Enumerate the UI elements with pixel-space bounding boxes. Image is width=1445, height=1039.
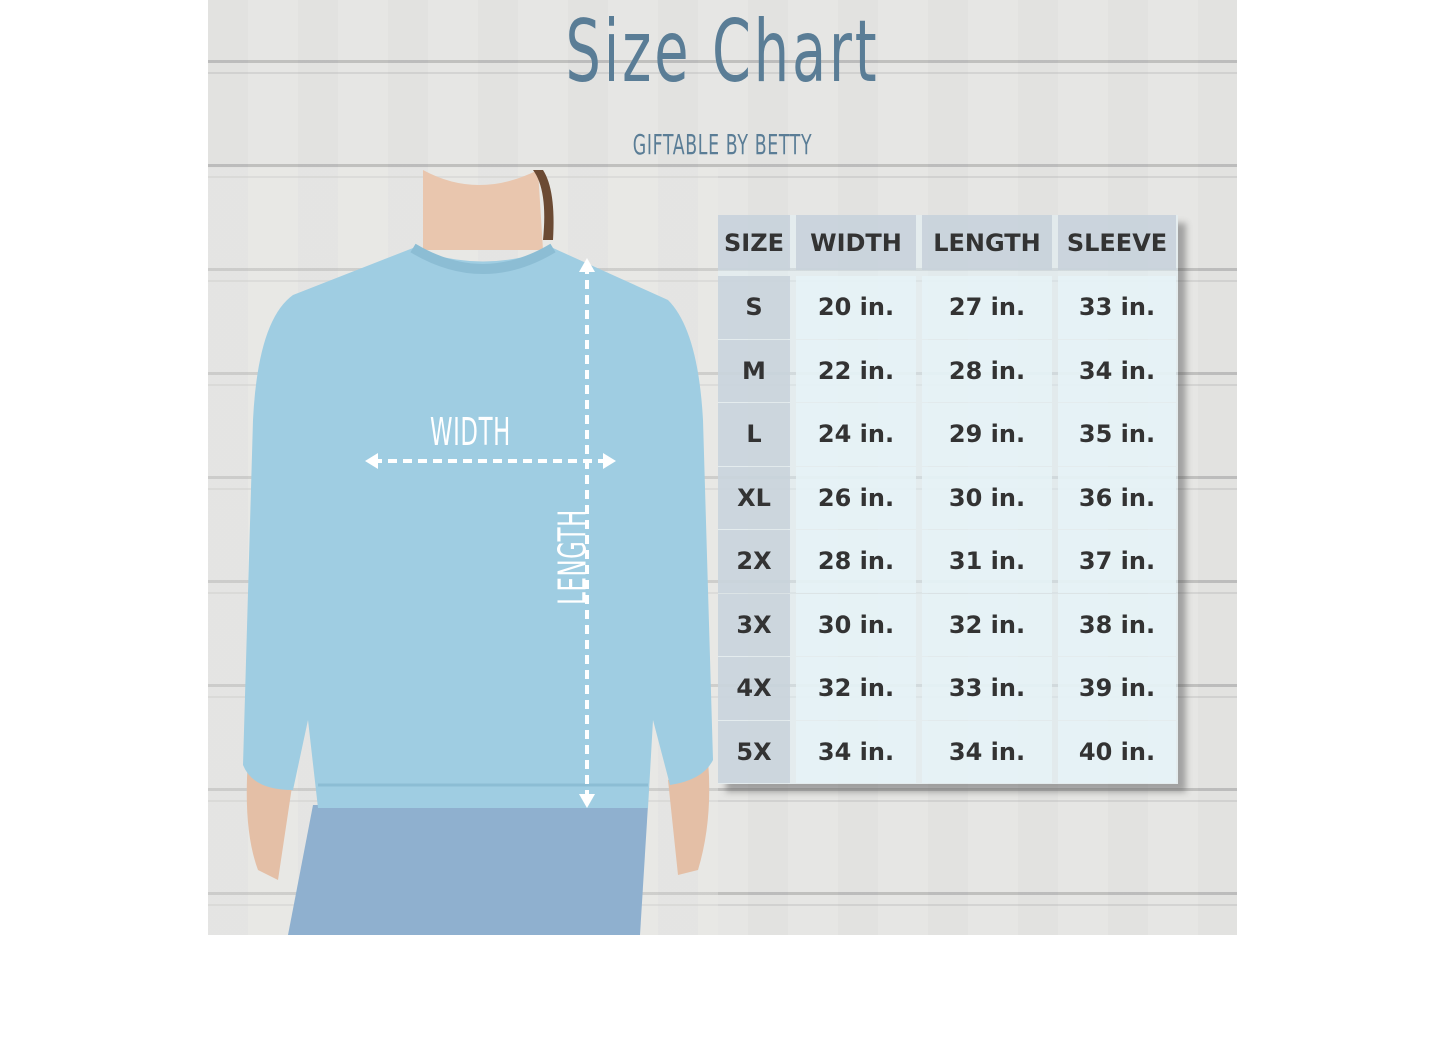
cell-size: 3X	[718, 593, 790, 656]
cell-size: L	[718, 403, 790, 466]
cell-size: M	[718, 339, 790, 402]
table-row: 4X 32 in. 33 in. 39 in.	[718, 657, 1178, 720]
table-row: 3X 30 in. 32 in. 38 in.	[718, 593, 1178, 656]
cell-length: 32 in.	[922, 593, 1052, 656]
cell-length: 30 in.	[922, 466, 1052, 529]
table-header: SIZE WIDTH LENGTH SLEEVE	[718, 215, 1178, 270]
header-width: WIDTH	[796, 215, 916, 270]
size-chart-image: Size Chart GIFTABLE BY BETTY WIDTH LENGT…	[208, 0, 1237, 935]
cell-sleeve: 37 in.	[1058, 530, 1176, 593]
cell-length: 33 in.	[922, 657, 1052, 720]
cell-size: S	[718, 276, 790, 339]
width-arrow	[373, 265, 608, 800]
table-row: 5X 34 in. 34 in. 40 in.	[718, 720, 1178, 783]
width-label: WIDTH	[429, 410, 511, 454]
table-row: 2X 28 in. 31 in. 37 in.	[718, 530, 1178, 593]
cell-size: 2X	[718, 530, 790, 593]
size-table: SIZE WIDTH LENGTH SLEEVE S 20 in. 27 in. 33…	[718, 215, 1178, 784]
page-title: Size Chart	[565, 2, 880, 102]
cell-width: 22 in.	[796, 339, 916, 402]
table-row: L 24 in. 29 in. 35 in.	[718, 403, 1178, 466]
cell-width: 20 in.	[796, 276, 916, 339]
cell-sleeve: 38 in.	[1058, 593, 1176, 656]
cell-width: 26 in.	[796, 466, 916, 529]
cell-length: 31 in.	[922, 530, 1052, 593]
cell-length: 27 in.	[922, 276, 1052, 339]
table-row: XL 26 in. 30 in. 36 in.	[718, 466, 1178, 529]
cell-width: 28 in.	[796, 530, 916, 593]
cell-width: 24 in.	[796, 403, 916, 466]
cell-length: 28 in.	[922, 339, 1052, 402]
cell-sleeve: 36 in.	[1058, 466, 1176, 529]
header-sleeve: SLEEVE	[1058, 215, 1176, 270]
cell-width: 32 in.	[796, 657, 916, 720]
sweater-model-illustration	[208, 168, 718, 935]
cell-width: 30 in.	[796, 593, 916, 656]
brand-subtitle: GIFTABLE BY BETTY	[632, 128, 813, 161]
table-row: M 22 in. 28 in. 34 in.	[718, 339, 1178, 402]
table-row: S 20 in. 27 in. 33 in.	[718, 276, 1178, 339]
cell-sleeve: 35 in.	[1058, 403, 1176, 466]
cell-sleeve: 40 in.	[1058, 720, 1176, 783]
cell-size: 4X	[718, 657, 790, 720]
cell-sleeve: 39 in.	[1058, 657, 1176, 720]
arrowheads	[365, 258, 616, 808]
cell-length: 34 in.	[922, 720, 1052, 783]
cell-size: 5X	[718, 720, 790, 783]
header-length: LENGTH	[922, 215, 1052, 270]
cell-size: XL	[718, 466, 790, 529]
cell-length: 29 in.	[922, 403, 1052, 466]
header-size: SIZE	[718, 215, 790, 270]
length-label: LENGTH	[550, 509, 595, 605]
model-neck	[423, 170, 543, 250]
cell-sleeve: 33 in.	[1058, 276, 1176, 339]
sweater	[243, 248, 713, 808]
cell-width: 34 in.	[796, 720, 916, 783]
jeans	[288, 805, 648, 935]
cell-sleeve: 34 in.	[1058, 339, 1176, 402]
